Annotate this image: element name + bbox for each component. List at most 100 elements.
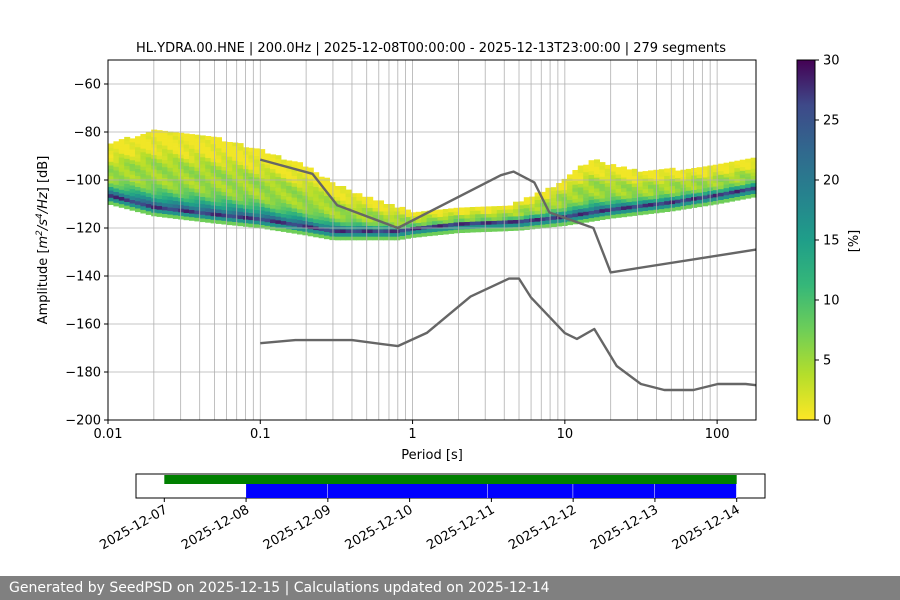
heatmap-cell — [118, 153, 125, 158]
heatmap-cell — [243, 154, 249, 159]
heatmap-cell — [324, 231, 330, 236]
heatmap-cell — [167, 185, 174, 190]
heatmap-cell — [545, 198, 552, 203]
heatmap-cell — [140, 162, 147, 167]
heatmap-cell — [464, 214, 471, 219]
heatmap-cell — [572, 198, 579, 203]
heatmap-cell — [124, 198, 131, 202]
heatmap-cell — [491, 209, 498, 214]
heatmap-cell — [140, 170, 147, 174]
timeline-date-label: 2025-12-07 — [97, 502, 170, 553]
heatmap-cell — [745, 169, 752, 174]
heatmap-cell — [334, 200, 341, 205]
heatmap-cell — [577, 187, 584, 191]
heatmap-cell — [637, 207, 644, 212]
heatmap-cell — [162, 134, 168, 139]
heatmap-cell — [297, 165, 303, 170]
heatmap-cell — [264, 182, 271, 187]
heatmap-cell — [513, 226, 519, 231]
heatmap-cell — [145, 135, 152, 140]
heatmap-cell — [162, 174, 168, 178]
heatmap-cell — [194, 152, 201, 157]
heatmap-cell — [610, 182, 617, 186]
heatmap-cell — [604, 200, 611, 205]
heatmap-cell — [156, 141, 163, 145]
heatmap-cell — [275, 187, 282, 192]
heatmap-cell — [270, 154, 276, 159]
heatmap-cell — [307, 228, 314, 233]
heatmap-cell — [372, 200, 379, 205]
heatmap-cell — [210, 215, 217, 220]
heatmap-cell — [253, 216, 260, 221]
heatmap-cell — [491, 213, 498, 218]
heatmap-cell — [648, 195, 654, 200]
heatmap-cell — [189, 152, 195, 156]
heatmap-cell — [237, 157, 244, 162]
heatmap-cell — [135, 201, 141, 205]
heatmap-cell — [615, 170, 622, 175]
heatmap-cell — [594, 202, 600, 207]
heatmap-cell — [334, 229, 341, 234]
heatmap-cell — [361, 204, 368, 208]
heatmap-cell — [388, 214, 395, 219]
heatmap-cell — [129, 138, 136, 143]
heatmap-cell — [712, 168, 719, 173]
heatmap-cell — [280, 188, 287, 193]
heatmap-cell — [324, 228, 330, 232]
heatmap-cell — [372, 204, 379, 208]
heatmap-cell — [183, 173, 190, 177]
heatmap-cell — [550, 187, 557, 192]
heatmap-cell — [750, 179, 757, 184]
heatmap-cell — [588, 189, 595, 193]
heatmap-cell — [658, 180, 665, 184]
heatmap-cell — [118, 142, 125, 147]
heatmap-cell — [221, 188, 228, 193]
heatmap-cell — [351, 207, 357, 212]
heatmap-cell — [178, 172, 185, 177]
heatmap-cell — [167, 196, 174, 201]
heatmap-cell — [291, 190, 298, 194]
timeline-date-label: 2025-12-09 — [261, 502, 334, 553]
heatmap-cell — [221, 206, 228, 211]
heatmap-cell — [388, 204, 395, 208]
heatmap-cell — [275, 191, 282, 196]
heatmap-cell — [140, 173, 147, 178]
heatmap-cell — [637, 204, 644, 208]
heatmap-cell — [145, 167, 152, 172]
heatmap-cell — [178, 179, 185, 184]
heatmap-cell — [205, 182, 212, 187]
heatmap-cell — [210, 205, 217, 209]
heatmap-cell — [183, 151, 190, 156]
heatmap-cell — [626, 201, 633, 206]
heatmap-cell — [372, 207, 379, 212]
heatmap-cell — [286, 225, 293, 230]
heatmap-cell — [194, 167, 201, 171]
heatmap-cell — [523, 222, 530, 227]
heatmap-cell — [696, 196, 703, 200]
heatmap-cell — [496, 216, 503, 221]
heatmap-cell — [280, 192, 287, 196]
heatmap-cell — [194, 188, 201, 193]
heatmap-cell — [183, 209, 190, 213]
heatmap-cell — [696, 192, 703, 197]
heatmap-cell — [313, 204, 320, 209]
heatmap-cell — [702, 173, 708, 178]
heatmap-cell — [297, 183, 303, 188]
heatmap-cell — [729, 197, 735, 202]
heatmap-cell — [275, 155, 282, 160]
heatmap-cell — [286, 218, 293, 222]
heatmap-cell — [442, 230, 449, 235]
heatmap-cell — [394, 229, 401, 234]
heatmap-cell — [302, 195, 309, 200]
heatmap-cell — [556, 201, 563, 205]
heatmap-cell — [237, 211, 244, 216]
heatmap-cell — [567, 203, 573, 208]
heatmap-cell — [291, 211, 298, 216]
heatmap-cell — [664, 186, 671, 191]
heatmap-cell — [172, 193, 179, 198]
heatmap-cell — [621, 170, 627, 174]
heatmap-cell — [334, 196, 341, 201]
heatmap-cell — [351, 236, 357, 241]
colorbar-tick-label: 5 — [823, 354, 831, 369]
heatmap-cell — [259, 167, 266, 171]
